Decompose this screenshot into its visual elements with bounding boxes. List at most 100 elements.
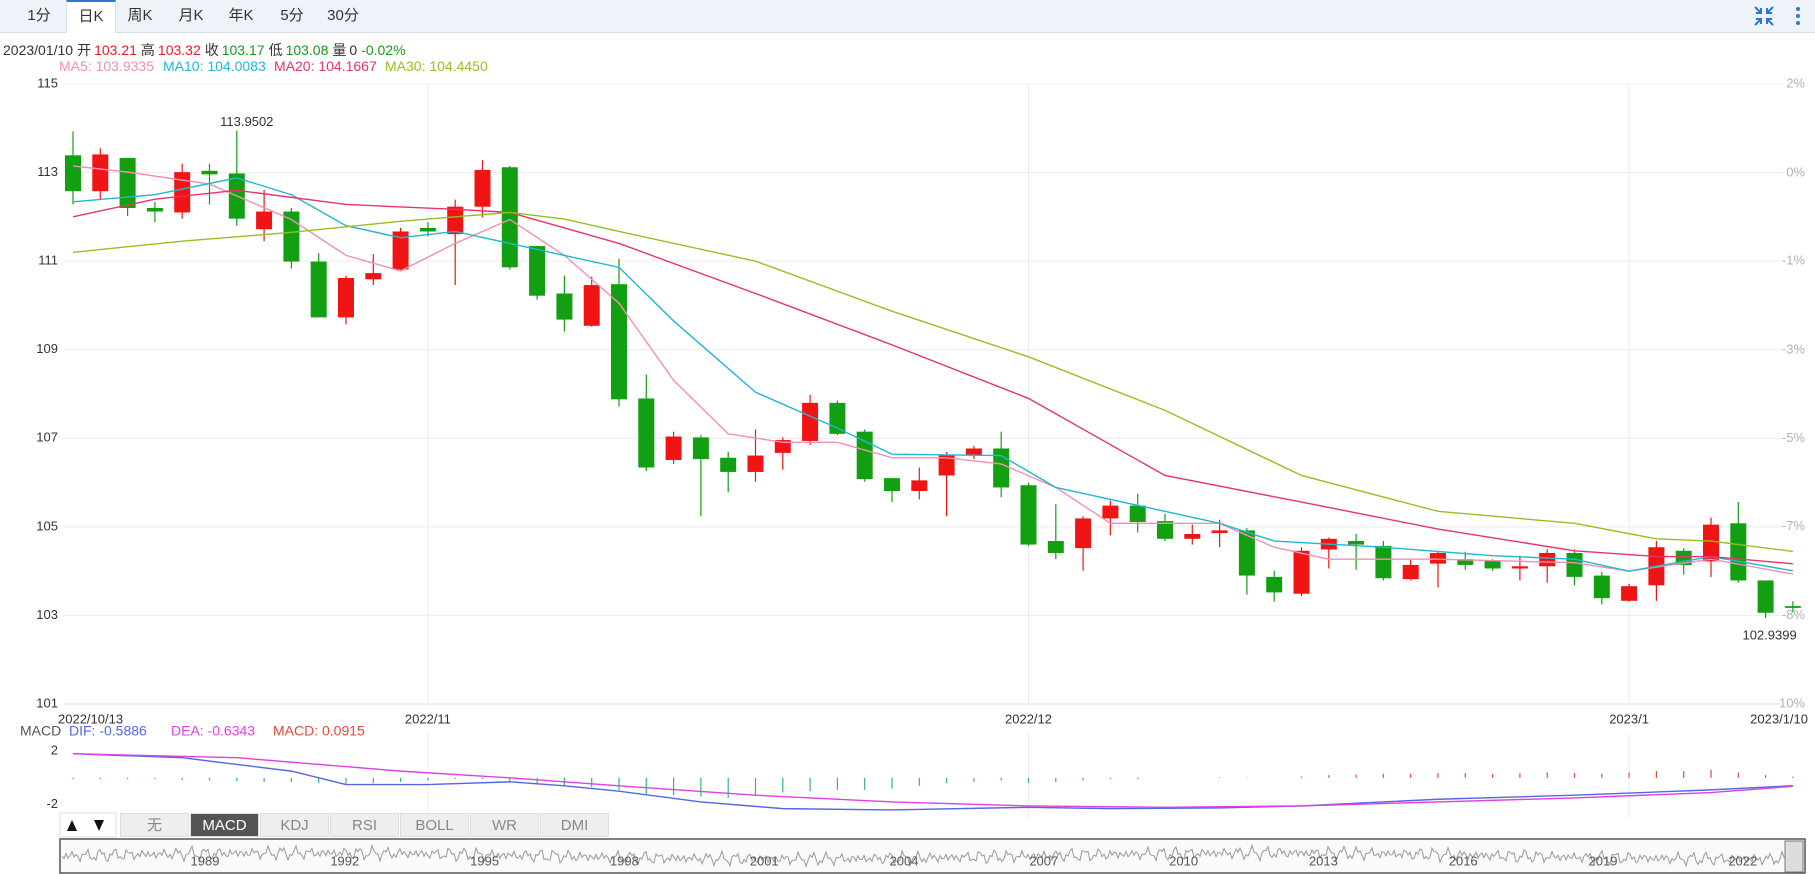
macd-bar xyxy=(1382,773,1384,778)
y2-tick-label: -10% xyxy=(1775,695,1806,710)
candle-body xyxy=(1348,541,1365,545)
macd-bar xyxy=(754,777,757,796)
y-tick-label: 105 xyxy=(36,518,58,533)
macd-bar xyxy=(1137,777,1139,780)
macd-bar xyxy=(1492,773,1494,778)
macd-bar xyxy=(181,777,183,780)
macd-bar xyxy=(727,777,729,798)
candle-body xyxy=(747,455,764,472)
ma-line xyxy=(72,177,1794,572)
indicator-tab[interactable]: DMI xyxy=(540,813,609,837)
candle-body xyxy=(365,273,382,280)
indicator-tab[interactable]: BOLL xyxy=(400,813,469,837)
macd-bar xyxy=(1082,777,1084,781)
candle-body xyxy=(474,169,491,207)
macd-bar xyxy=(782,777,784,793)
indicator-tab[interactable]: KDJ xyxy=(260,813,329,837)
macd-bar xyxy=(1027,777,1030,784)
candle-body xyxy=(283,211,300,262)
candle-body xyxy=(1129,505,1146,522)
navigator-year: 2013 xyxy=(1309,853,1338,868)
candle-body xyxy=(1784,606,1801,608)
macd-bar xyxy=(918,777,920,786)
navigator-year: 1992 xyxy=(330,853,359,868)
macd-bar xyxy=(973,777,975,782)
y-tick-label: 113 xyxy=(37,164,58,179)
time-tab[interactable]: 1分 xyxy=(27,7,51,24)
up-arrow xyxy=(67,820,77,831)
macd-bar xyxy=(1683,771,1685,778)
indicator-tab[interactable]: RSI xyxy=(330,813,399,837)
indicator-tab[interactable]: MACD xyxy=(190,813,259,837)
candle-body xyxy=(1157,521,1173,539)
min-label: 102.9399 xyxy=(1742,628,1796,643)
navigator-year: 1995 xyxy=(470,853,499,868)
macd-bar xyxy=(427,777,429,781)
indicator-tab[interactable]: WR xyxy=(470,813,539,837)
macd-bar xyxy=(99,777,101,780)
x-tick-label: 2022/11 xyxy=(405,711,451,726)
time-tab[interactable]: 月K xyxy=(178,7,204,24)
macd-bar xyxy=(1328,775,1330,778)
macd-bar xyxy=(1410,773,1412,778)
quote-label: 收 xyxy=(204,42,219,58)
y2-tick-label: -8% xyxy=(1782,607,1806,622)
y-tick-label: 101 xyxy=(36,695,58,710)
macd-bar xyxy=(1792,776,1794,778)
x-tick-label: 2023/1/10 xyxy=(1750,711,1808,726)
macd-bar xyxy=(645,777,647,794)
time-tab[interactable]: 30分 xyxy=(327,7,359,24)
candle-body xyxy=(447,206,464,235)
candle-body xyxy=(938,455,955,476)
candle-body xyxy=(174,172,191,213)
macd-title: MACD xyxy=(20,723,61,739)
candle-body xyxy=(338,277,354,318)
macd-bar xyxy=(536,777,538,785)
candle-body xyxy=(1593,575,1610,599)
macd-bar xyxy=(1300,776,1303,778)
macd-bar xyxy=(891,777,893,789)
y2-tick-label: 0% xyxy=(1786,164,1805,179)
candle-body xyxy=(201,170,218,175)
more-icon[interactable] xyxy=(1796,7,1800,25)
candle-body xyxy=(119,157,136,208)
quote-label: 量 xyxy=(332,42,347,58)
macd-bar xyxy=(591,777,593,788)
y2-tick-label: 2% xyxy=(1786,75,1805,90)
x-tick-label: 2022/10/13 xyxy=(58,711,123,726)
macd-bar xyxy=(1437,773,1439,778)
macd-value: DIF: -0.5886 xyxy=(69,723,147,739)
ma-value: MA30: 104.4450 xyxy=(385,58,488,74)
candle-body xyxy=(1238,530,1255,576)
macd-bar xyxy=(372,777,374,784)
quote-change: -0.02% xyxy=(361,42,406,58)
candle-body xyxy=(310,261,327,318)
time-tab[interactable]: 日K xyxy=(66,0,116,33)
y2-tick-label: -1% xyxy=(1782,253,1806,268)
candle-body xyxy=(774,440,791,453)
indicator-tab[interactable]: 无 xyxy=(120,813,189,837)
collapse-icon[interactable] xyxy=(1754,6,1774,26)
macd-bar xyxy=(236,777,238,782)
candle-body xyxy=(611,284,627,400)
candle-body xyxy=(146,208,163,212)
candle-body xyxy=(802,402,819,441)
navigator-line xyxy=(61,843,1803,869)
time-tab[interactable]: 5分 xyxy=(280,7,304,24)
time-tab[interactable]: 年K xyxy=(228,7,254,24)
navigator-year: 2004 xyxy=(890,853,919,868)
candle-body xyxy=(1293,550,1310,594)
x-tick-label: 2022/12 xyxy=(1005,711,1052,726)
candle-body xyxy=(720,457,737,472)
time-tab[interactable]: 周K xyxy=(127,7,153,24)
tab-bar: 1分 日K 周K 月K 年K 5分 30分 xyxy=(0,0,1815,33)
candle-body xyxy=(1457,559,1474,565)
candle-body xyxy=(829,402,846,434)
macd-bar xyxy=(481,777,484,780)
quote-label: 低 xyxy=(268,42,283,58)
y-tick-label: 115 xyxy=(37,75,58,90)
candle-body xyxy=(911,480,928,491)
navigator-handle xyxy=(1784,840,1804,873)
max-label: 113.9502 xyxy=(220,114,273,129)
